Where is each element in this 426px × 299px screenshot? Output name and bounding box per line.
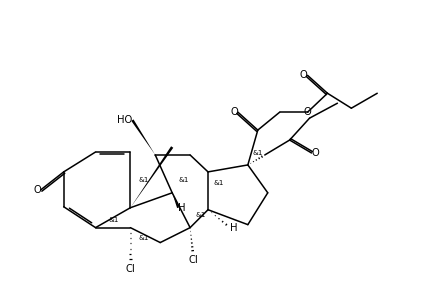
- Text: O: O: [311, 148, 319, 158]
- Text: H: H: [178, 203, 185, 213]
- Text: O: O: [303, 107, 311, 117]
- Polygon shape: [131, 119, 155, 155]
- Text: &1: &1: [138, 235, 148, 241]
- Text: &1: &1: [178, 177, 188, 183]
- Text: Cl: Cl: [188, 254, 198, 265]
- Polygon shape: [130, 146, 173, 208]
- Text: O: O: [230, 107, 237, 117]
- Text: HO: HO: [117, 115, 132, 125]
- Text: &1: &1: [252, 150, 262, 156]
- Text: O: O: [33, 185, 41, 195]
- Text: &1: &1: [138, 177, 148, 183]
- Text: O: O: [299, 70, 307, 80]
- Text: &1: &1: [195, 212, 205, 218]
- Text: H: H: [229, 223, 237, 233]
- Text: Cl: Cl: [125, 264, 135, 274]
- Text: &1: &1: [213, 180, 223, 186]
- Text: &1: &1: [108, 217, 118, 223]
- Polygon shape: [172, 193, 179, 208]
